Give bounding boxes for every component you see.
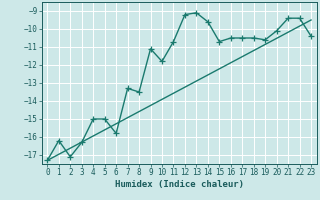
X-axis label: Humidex (Indice chaleur): Humidex (Indice chaleur): [115, 180, 244, 189]
